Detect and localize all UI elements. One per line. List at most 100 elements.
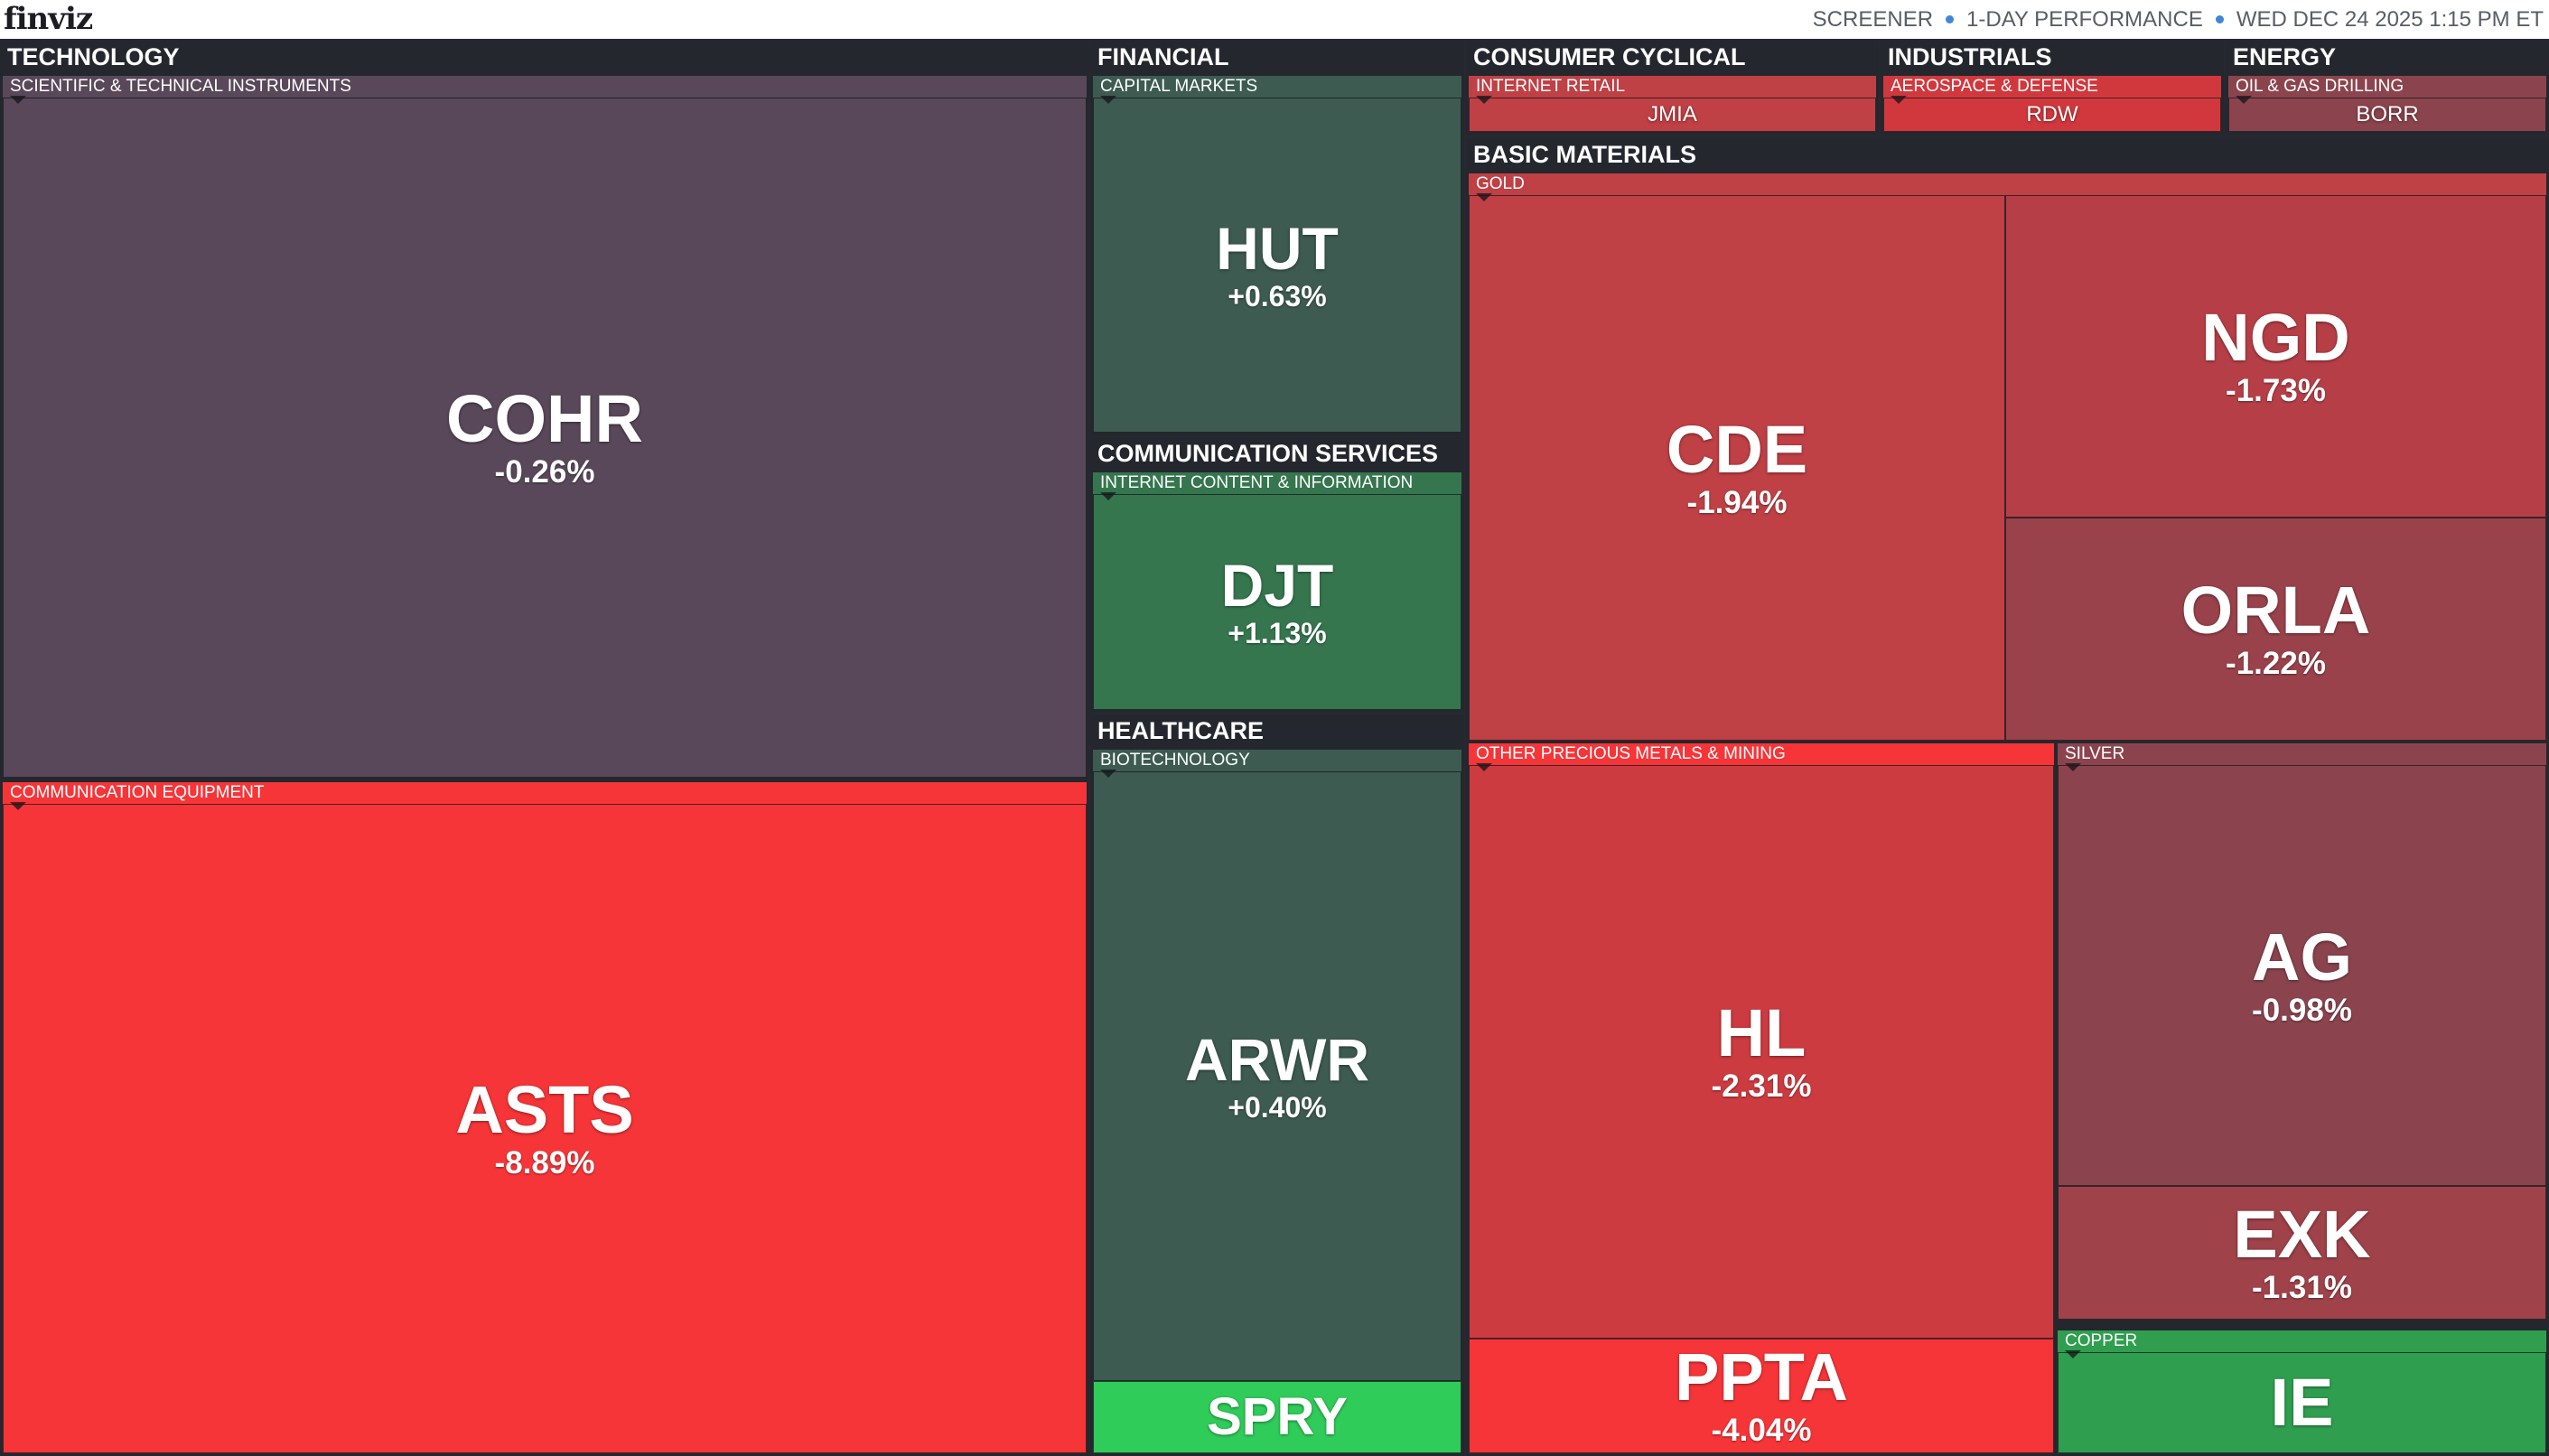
stock-tile-jmia[interactable]: JMIA <box>1469 98 1876 132</box>
industry-header[interactable]: SCIENTIFIC & TECHNICAL INSTRUMENTS <box>3 76 1087 98</box>
industry-internet-content-information: INTERNET CONTENT & INFORMATION DJT +1.13… <box>1093 472 1461 710</box>
change: +0.63% <box>1228 279 1327 313</box>
industry-header[interactable]: AEROSPACE & DEFENSE <box>1883 76 2221 98</box>
sector-title[interactable]: INDUSTRIALS <box>1888 43 2052 70</box>
industry-biotechnology: BIOTECHNOLOGY ARWR +0.40% SPRY <box>1093 750 1461 1453</box>
change: -0.98% <box>2252 992 2352 1028</box>
industry-title: SCIENTIFIC & TECHNICAL INSTRUMENTS <box>10 77 351 96</box>
industry-title: INTERNET CONTENT & INFORMATION <box>1100 473 1414 492</box>
caret-down-icon <box>2065 1350 2081 1358</box>
ticker: HL <box>1716 995 1807 1071</box>
change: -2.31% <box>1711 1069 1812 1105</box>
stock-tile-ppta[interactable]: PPTA -4.04% <box>1469 1339 2054 1453</box>
ticker: AG <box>2252 919 2352 994</box>
ticker: ORLA <box>2180 573 2371 649</box>
change: -1.73% <box>2226 373 2326 409</box>
change: +0.40% <box>1228 1090 1327 1124</box>
stock-tile-hut[interactable]: HUT +0.63% <box>1093 98 1461 433</box>
sector-title[interactable]: BASIC MATERIALS <box>1473 141 1696 168</box>
industry-title: AEROSPACE & DEFENSE <box>1891 77 2098 96</box>
ticker: ARWR <box>1184 1025 1370 1093</box>
stock-tile-orla[interactable]: ORLA -1.22% <box>2005 518 2546 741</box>
stock-tile-djt[interactable]: DJT +1.13% <box>1093 494 1461 710</box>
industry-internet-retail: INTERNET RETAIL JMIA <box>1469 76 1876 132</box>
industry-header[interactable]: OIL & GAS DRILLING <box>2228 76 2546 98</box>
caret-down-icon <box>2065 763 2081 771</box>
ticker: DJT <box>1220 551 1334 619</box>
performance-label: 1-DAY PERFORMANCE <box>1966 7 2203 32</box>
industry-header[interactable]: BIOTECHNOLOGY <box>1093 750 1461 771</box>
sector-consumer-cyclical: CONSUMER CYCLICAL INTERNET RETAIL JMIA <box>1466 41 1879 135</box>
sector-communication-services: COMMUNICATION SERVICES INTERNET CONTENT … <box>1090 437 1464 713</box>
industry-gold: GOLD CDE -1.94% NGD -1.73% ORLA -1.22% <box>1469 173 2546 741</box>
industry-title: OIL & GAS DRILLING <box>2236 77 2404 96</box>
stock-tile-hl[interactable]: HL -2.31% <box>1469 765 2054 1339</box>
stock-tile-borr[interactable]: BORR <box>2228 98 2546 132</box>
ticker: RDW <box>2026 102 2078 126</box>
stock-tile-ag[interactable]: AG -0.98% <box>2058 765 2546 1186</box>
change: -0.26% <box>494 454 595 490</box>
sector-financial: FINANCIAL CAPITAL MARKETS HUT +0.63% <box>1090 41 1464 435</box>
sector-title[interactable]: ENERGY <box>2233 43 2337 70</box>
finviz-logo[interactable]: finviz <box>4 1 93 37</box>
sector-title[interactable]: HEALTHCARE <box>1097 717 1264 744</box>
separator-dot-icon <box>2215 15 2224 23</box>
sector-title[interactable]: COMMUNICATION SERVICES <box>1097 440 1439 467</box>
caret-down-icon <box>2236 96 2252 104</box>
industry-title: SILVER <box>2065 744 2125 763</box>
caret-down-icon <box>1476 193 1492 201</box>
industry-header[interactable]: SILVER <box>2058 743 2546 765</box>
industry-title: COMMUNICATION EQUIPMENT <box>10 783 265 802</box>
industry-title: CAPITAL MARKETS <box>1100 77 1258 96</box>
ticker: IE <box>2270 1365 2334 1440</box>
industry-oil-gas-drilling: OIL & GAS DRILLING BORR <box>2228 76 2546 132</box>
industry-header[interactable]: OTHER PRECIOUS METALS & MINING <box>1469 743 2054 765</box>
change: -1.94% <box>1686 484 1788 520</box>
stock-tile-spry[interactable]: SPRY <box>1093 1381 1461 1453</box>
industry-title: COPPER <box>2065 1331 2138 1350</box>
ticker: CDE <box>1666 411 1808 487</box>
separator-dot-icon <box>1946 15 1955 23</box>
stock-tile-cde[interactable]: CDE -1.94% <box>1469 195 2005 741</box>
stock-tile-arwr[interactable]: ARWR +0.40% <box>1093 771 1461 1381</box>
caret-down-icon <box>1100 492 1116 500</box>
ticker: BORR <box>2356 102 2419 126</box>
industry-header[interactable]: INTERNET RETAIL <box>1469 76 1876 98</box>
industry-header[interactable]: CAPITAL MARKETS <box>1093 76 1461 98</box>
stock-tile-exk[interactable]: EXK -1.31% <box>2058 1186 2546 1320</box>
caret-down-icon <box>1100 770 1116 778</box>
sector-title[interactable]: TECHNOLOGY <box>7 43 180 70</box>
screener-link[interactable]: SCREENER <box>1812 7 1934 32</box>
stock-tile-asts[interactable]: ASTS -8.89% <box>3 804 1087 1453</box>
industry-other-precious-metals-mining: OTHER PRECIOUS METALS & MINING HL -2.31%… <box>1469 743 2054 1453</box>
ticker: EXK <box>2233 1196 2371 1272</box>
ticker: NGD <box>2201 300 2350 376</box>
ticker: COHR <box>446 381 643 457</box>
stock-tile-rdw[interactable]: RDW <box>1883 98 2221 132</box>
caret-down-icon <box>1891 96 1907 104</box>
ticker: JMIA <box>1648 102 1697 126</box>
sector-energy: ENERGY OIL & GAS DRILLING BORR <box>2226 41 2549 135</box>
industry-header[interactable]: COPPER <box>2058 1330 2546 1352</box>
header-meta: SCREENER 1-DAY PERFORMANCE WED DEC 24 20… <box>1813 0 2544 39</box>
sector-title[interactable]: CONSUMER CYCLICAL <box>1473 43 1746 70</box>
caret-down-icon <box>1476 96 1492 104</box>
industry-header[interactable]: GOLD <box>1469 173 2546 195</box>
sector-healthcare: HEALTHCARE BIOTECHNOLOGY ARWR +0.40% SPR… <box>1090 714 1464 1456</box>
industry-header[interactable]: INTERNET CONTENT & INFORMATION <box>1093 472 1461 494</box>
industry-header[interactable]: COMMUNICATION EQUIPMENT <box>3 782 1087 804</box>
caret-down-icon <box>10 802 26 810</box>
stock-tile-cohr[interactable]: COHR -0.26% <box>3 98 1087 778</box>
sector-industrials: INDUSTRIALS AEROSPACE & DEFENSE RDW <box>1881 41 2224 135</box>
datetime-label: WED DEC 24 2025 1:15 PM ET <box>2236 7 2544 32</box>
industry-title: GOLD <box>1476 174 1525 193</box>
stock-tile-ngd[interactable]: NGD -1.73% <box>2005 195 2546 518</box>
sector-technology: TECHNOLOGY SCIENTIFIC & TECHNICAL INSTRU… <box>0 41 1089 1456</box>
change: -4.04% <box>1711 1413 1812 1449</box>
top-bar: finviz SCREENER 1-DAY PERFORMANCE WED DE… <box>0 0 2549 39</box>
stock-tile-ie[interactable]: IE <box>2058 1352 2546 1453</box>
sector-title[interactable]: FINANCIAL <box>1097 43 1229 70</box>
change: -8.89% <box>494 1145 595 1181</box>
industry-silver: SILVER AG -0.98% EXK -1.31% <box>2058 743 2546 1320</box>
ticker: PPTA <box>1675 1339 1848 1415</box>
